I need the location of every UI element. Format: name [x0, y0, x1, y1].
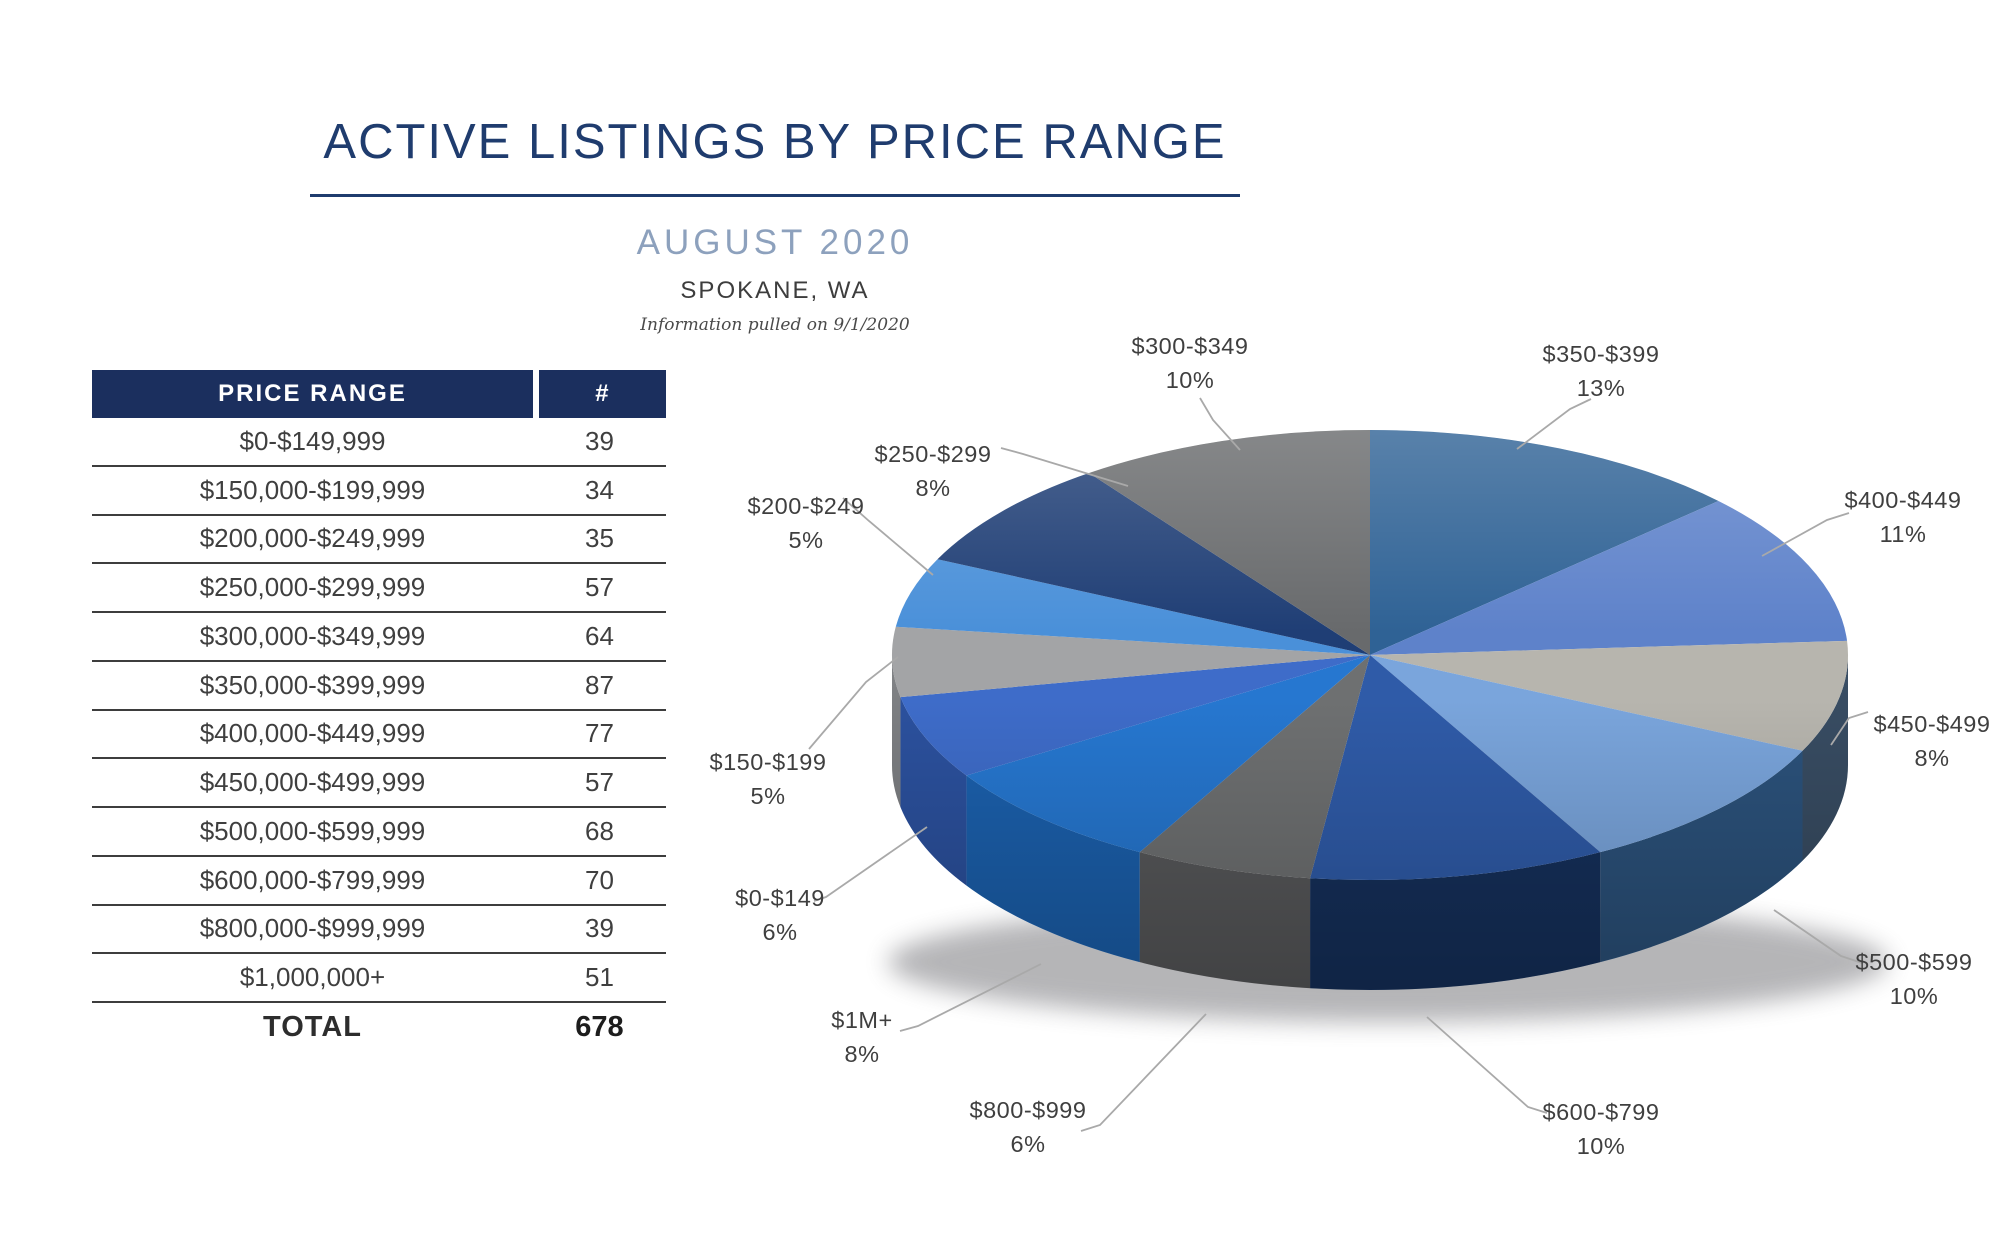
table-row: $0-$149,999 39: [92, 418, 666, 467]
table-row: $500,000-$599,999 68: [92, 808, 666, 857]
pie-slice-label: $200-$249: [748, 493, 865, 519]
leader-line: [1516, 398, 1592, 450]
pie-slice-percent: 8%: [1915, 745, 1950, 771]
price-range-cell: $450,000-$499,999: [199, 767, 426, 798]
price-range-cell: $600,000-$799,999: [199, 864, 426, 895]
pie-slice-percent: 6%: [763, 919, 798, 945]
count-cell: 57: [585, 767, 614, 798]
col-header-count: #: [539, 370, 666, 418]
col-header-price-range: PRICE RANGE: [92, 370, 533, 418]
count-cell: 39: [585, 913, 614, 944]
count-cell: 39: [585, 425, 614, 456]
pie-slice-percent: 5%: [751, 783, 786, 809]
pie-slice-label: $1M+: [831, 1007, 892, 1033]
page-title: ACTIVE LISTINGS BY PRICE RANGE: [323, 115, 1227, 169]
table-row: $450,000-$499,999 57: [92, 759, 666, 808]
count-cell: 70: [585, 864, 614, 895]
price-range-cell: $500,000-$599,999: [199, 815, 426, 846]
table-row: $300,000-$349,999 64: [92, 613, 666, 662]
table-row: $600,000-$799,999 70: [92, 857, 666, 906]
info-note: Information pulled on 9/1/2020: [640, 314, 910, 335]
leader-line: [1080, 1013, 1207, 1132]
pie-slice-label: $250-$299: [875, 441, 992, 467]
subtitle-location: SPOKANE, WA: [680, 276, 870, 304]
count-cell: 68: [585, 815, 614, 846]
total-label: TOTAL: [263, 1010, 362, 1043]
price-range-cell: $200,000-$249,999: [199, 523, 426, 554]
title-underline: [310, 193, 1240, 197]
price-range-cell: $150,000-$199,999: [199, 474, 426, 505]
table-row: $350,000-$399,999 87: [92, 662, 666, 711]
leader-line: [1773, 909, 1863, 964]
subtitle-month: AUGUST 2020: [636, 222, 914, 262]
total-value: 678: [575, 1010, 624, 1043]
pie-slice-label: $150-$199: [710, 749, 827, 775]
pie-slice-percent: 5%: [789, 527, 824, 553]
leader-line: [808, 656, 899, 750]
pie-slice-percent: 10%: [1166, 367, 1215, 393]
pie-slice-label: $400-$449: [1845, 487, 1962, 513]
leader-line: [842, 497, 934, 576]
leader-line: [1830, 711, 1869, 746]
leader-line: [1000, 447, 1129, 487]
count-cell: 51: [585, 962, 614, 993]
leader-line: [1199, 397, 1241, 451]
table-row: $250,000-$299,999 57: [92, 564, 666, 613]
table-row: $800,000-$999,999 39: [92, 906, 666, 955]
table-row: $150,000-$199,999 34: [92, 467, 666, 516]
pie-slice-percent: 6%: [1011, 1131, 1046, 1157]
price-range-cell: $0-$149,999: [239, 425, 386, 456]
table-body: $0-$149,999 39 $150,000-$199,999 34 $200,000…: [92, 418, 666, 1003]
table-row: $400,000-$449,999 77: [92, 711, 666, 760]
pie-slice-label: $0-$149: [735, 885, 825, 911]
leader-line: [899, 963, 1042, 1032]
pie-slice-label: $800-$999: [970, 1097, 1087, 1123]
pie-slice-label: $600-$799: [1543, 1099, 1660, 1125]
table-row: $1,000,000+ 51: [92, 954, 666, 1003]
count-cell: 34: [585, 474, 614, 505]
pie-slice-percent: 11%: [1880, 521, 1927, 547]
count-cell: 77: [585, 718, 614, 749]
count-cell: 87: [585, 669, 614, 700]
price-range-cell: $300,000-$349,999: [199, 620, 426, 651]
price-range-cell: $400,000-$449,999: [199, 718, 426, 749]
leader-line: [1761, 512, 1850, 557]
header-block: ACTIVE LISTINGS BY PRICE RANGE AUGUST 20…: [310, 115, 1240, 335]
pie-slice-percent: 10%: [1577, 1133, 1626, 1159]
count-cell: 57: [585, 572, 614, 603]
price-range-table: PRICE RANGE # $0-$149,999 39 $150,000-$199…: [92, 370, 666, 1051]
price-range-cell: $350,000-$399,999: [199, 669, 426, 700]
pie-slice-label: $350-$399: [1543, 341, 1660, 367]
pie-slice-label: $450-$499: [1874, 711, 1991, 737]
price-range-cell: $800,000-$999,999: [199, 913, 426, 944]
leader-line: [813, 826, 928, 902]
pie-slice-percent: 10%: [1890, 983, 1939, 1009]
pie-slice-percent: 8%: [845, 1041, 880, 1067]
pie-slice-percent: 13%: [1577, 375, 1626, 401]
pie-slice-percent: 8%: [916, 475, 951, 501]
count-cell: 35: [585, 523, 614, 554]
table-header-row: PRICE RANGE #: [92, 370, 666, 418]
table-total-row: TOTAL 678: [92, 1003, 666, 1051]
price-range-cell: $1,000,000+: [239, 962, 386, 993]
table-row: $200,000-$249,999 35: [92, 516, 666, 565]
price-range-cell: $250,000-$299,999: [199, 572, 426, 603]
count-cell: 64: [585, 620, 614, 651]
leader-line: [1426, 1016, 1548, 1114]
pie-slice-label: $500-$599: [1856, 949, 1973, 975]
pie-slice-label: $300-$349: [1132, 333, 1249, 359]
